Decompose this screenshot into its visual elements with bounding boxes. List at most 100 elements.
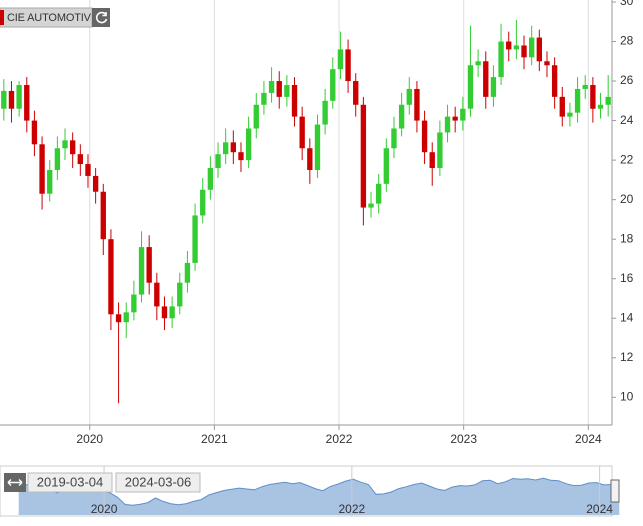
- candle-body: [597, 104, 604, 109]
- navigator-tick-label: 2020: [91, 502, 118, 516]
- refresh-button[interactable]: [92, 8, 110, 27]
- candle-body: [77, 154, 84, 165]
- candle-body: [299, 116, 305, 149]
- candle-body: [16, 85, 22, 109]
- candle-body: [24, 85, 30, 121]
- candle-body: [177, 282, 183, 307]
- candle-body: [238, 152, 244, 161]
- candle-body: [307, 148, 313, 170]
- candle-body: [1, 90, 7, 109]
- y-tick-label: 24: [620, 113, 634, 127]
- candles: [1, 19, 611, 404]
- y-tick-label: 14: [620, 310, 634, 324]
- candle-body: [253, 104, 259, 129]
- candle-body: [184, 262, 191, 283]
- candle-body: [421, 120, 428, 153]
- candle-body: [314, 124, 321, 170]
- candle-body: [483, 61, 489, 97]
- legend-swatch: [0, 10, 4, 25]
- candle-body: [353, 81, 359, 105]
- range-end: 2024-03-06: [125, 474, 192, 489]
- candle-body: [154, 282, 160, 307]
- candle-body: [567, 112, 573, 117]
- candle-body: [161, 306, 168, 319]
- candle-body: [276, 81, 282, 97]
- candle-body: [375, 183, 382, 204]
- candle-body: [452, 116, 458, 121]
- navigator-tick-label: 2022: [338, 502, 365, 516]
- candle-body: [368, 203, 374, 208]
- candle-body: [108, 239, 114, 315]
- y-tick-label: 16: [620, 271, 634, 285]
- candle-body: [582, 85, 588, 89]
- candle-body: [337, 49, 344, 70]
- candle-body: [467, 65, 474, 109]
- range-end-input[interactable]: [115, 472, 201, 493]
- x-tick-label: 2022: [326, 432, 353, 446]
- candle-body: [437, 132, 443, 169]
- candle-body: [92, 175, 99, 192]
- y-tick-label: 30: [620, 0, 634, 8]
- candle-body: [169, 306, 175, 319]
- candle-body: [490, 77, 497, 97]
- candle-body: [207, 168, 214, 190]
- candle-body: [115, 314, 122, 323]
- candle-body: [39, 144, 45, 194]
- candle-body: [528, 37, 535, 58]
- candle-body: [330, 69, 336, 101]
- candle-body: [131, 294, 137, 313]
- navigator-handle: [610, 479, 620, 503]
- candle-body: [406, 88, 412, 105]
- candle-body: [69, 140, 76, 155]
- candle-body: [498, 41, 504, 78]
- x-tick-label: 2023: [450, 432, 477, 446]
- x-tick-label: 2024: [575, 432, 602, 446]
- candle-body: [460, 108, 466, 121]
- candle-body: [245, 128, 252, 161]
- candle-body: [322, 100, 328, 125]
- candle-body: [222, 142, 229, 155]
- candle-body: [574, 88, 581, 113]
- x-tick-label: 2021: [201, 432, 228, 446]
- candle-body: [513, 45, 520, 50]
- candle-body: [590, 85, 596, 109]
- candle-body: [100, 191, 106, 240]
- y-tick-label: 20: [620, 192, 634, 206]
- legend: CIE AUTOMOTIV: [0, 7, 110, 28]
- candle-body: [398, 104, 405, 129]
- candle-body: [230, 142, 237, 153]
- legend-label: CIE AUTOMOTIV: [7, 12, 92, 24]
- candle-body: [47, 170, 53, 194]
- candle-body: [215, 154, 221, 169]
- y-tick-label: 18: [620, 231, 634, 245]
- candle-body: [261, 92, 267, 105]
- range-toggle-icon: [7, 479, 23, 486]
- candle-body: [605, 96, 611, 105]
- y-tick-label: 10: [620, 389, 634, 403]
- navigator-tick-label: 2024: [586, 502, 613, 516]
- candle-body: [360, 104, 367, 208]
- candle-body: [475, 61, 481, 66]
- candle-body: [536, 37, 543, 62]
- candle-body: [521, 45, 527, 58]
- candle-body: [8, 90, 15, 109]
- range-selector: 2019-03-04 2024-03-06: [4, 472, 201, 493]
- candle-body: [544, 61, 550, 66]
- y-tick-label: 12: [620, 350, 634, 364]
- candle-body: [391, 128, 397, 149]
- y-tick-label: 26: [620, 73, 634, 87]
- candle-body: [54, 148, 61, 170]
- candle-body: [85, 164, 91, 176]
- y-tick-label: 28: [620, 34, 634, 48]
- candle-body: [506, 41, 512, 50]
- candle-body: [138, 247, 145, 295]
- candle-body: [123, 312, 129, 323]
- candle-body: [429, 152, 435, 169]
- candle-body: [192, 215, 198, 263]
- candle-body: [444, 116, 451, 133]
- range-start-input[interactable]: [27, 472, 113, 493]
- grid: [89, 0, 589, 425]
- candle-body: [414, 88, 420, 121]
